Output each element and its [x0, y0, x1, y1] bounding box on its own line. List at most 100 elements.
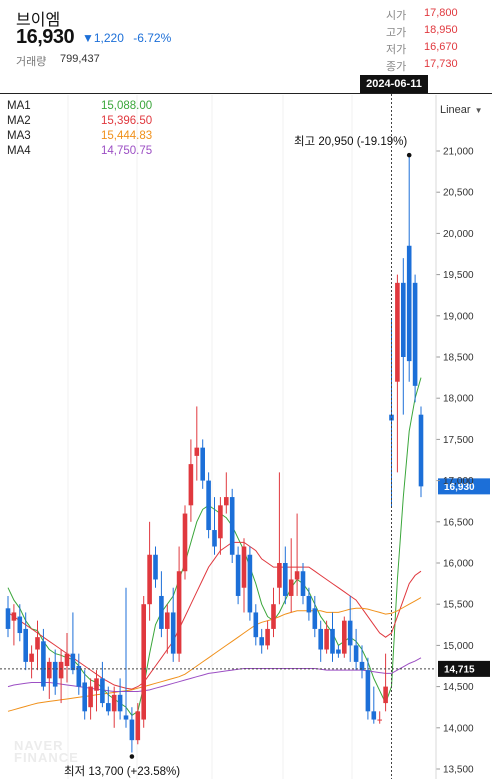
candle-body — [123, 715, 129, 720]
y-axis: 21,000 20,500 20,000 19,500 19,000 18,500 18,0… — [435, 95, 474, 779]
ma-legend-row: MA2 15,396.50 — [7, 115, 167, 130]
low-marker — [129, 754, 135, 759]
ma-line-ma4 — [7, 657, 422, 692]
candle-body — [324, 628, 329, 650]
candle-body — [359, 661, 365, 671]
chevron-down-icon: ▼ — [474, 106, 483, 115]
ma-legend-row: MA1 15,088.00 — [7, 100, 167, 115]
ohlc-low-label: 저가 — [386, 44, 407, 56]
candle-body — [365, 670, 371, 712]
ohlc-open: 시가 17,800 — [386, 7, 476, 24]
y-tick-label: 17,000 — [443, 476, 474, 487]
ma-legend-row: MA4 14,750.75 — [7, 145, 167, 160]
y-tick-label: 20,000 — [443, 229, 474, 240]
y-tick-label: 13,500 — [443, 765, 474, 776]
crosshair-price-label: 14,715 — [444, 664, 475, 675]
candle-body — [188, 464, 194, 506]
y-tick-label: 20,500 — [443, 188, 474, 199]
candle-body — [330, 628, 335, 654]
candle-body — [306, 595, 312, 613]
candle-body — [312, 608, 318, 629]
candle-body — [206, 480, 211, 531]
candle-body — [100, 678, 105, 704]
candle-body — [58, 661, 64, 679]
candle-body — [170, 612, 176, 654]
candle-body — [52, 661, 58, 687]
price-change: ▼1,220 -6.72% — [82, 31, 177, 45]
candle-body — [241, 546, 247, 588]
candle-body — [235, 554, 241, 596]
candle-body — [265, 628, 270, 646]
candle-body — [395, 282, 400, 382]
candle-body — [371, 711, 377, 720]
y-tick-label: 21,000 — [443, 147, 474, 158]
current-price: 16,930 — [16, 26, 75, 48]
candle-body — [135, 711, 141, 741]
candle-body — [88, 686, 93, 708]
y-tick-label: 18,500 — [443, 353, 474, 364]
last-price-badge — [438, 478, 490, 495]
candle-body — [194, 447, 200, 456]
ma-legend: MA1 15,088.00 MA2 15,396.50 MA3 15,444.8… — [7, 100, 167, 160]
ohlc-high-label: 고가 — [386, 27, 407, 39]
candle-body — [277, 563, 282, 588]
ma-value: 14,750.75 — [101, 145, 153, 157]
ma-value: 15,088.00 — [101, 100, 153, 112]
ma-name: MA2 — [7, 115, 31, 127]
grid-layer — [67, 95, 353, 779]
candle-body — [318, 628, 323, 650]
candle-body — [377, 719, 382, 721]
volume-label: 거래량 — [16, 56, 47, 68]
candle-body — [389, 414, 394, 421]
candle-body — [159, 595, 164, 629]
scale-toggle-button[interactable]: Linear ▼ — [440, 104, 483, 116]
candle-body — [271, 604, 276, 629]
stock-name: 브이엠 — [16, 12, 61, 29]
candle-body — [383, 686, 388, 704]
y-tick-label: 17,500 — [443, 435, 474, 446]
candle-body — [342, 620, 347, 654]
overlay-layer: 14,715 16,930 최고 20,950 (-19.19%) 최저 13,700… — [0, 94, 490, 779]
candle-body — [117, 694, 123, 712]
ohlc-open-label: 시가 — [386, 10, 407, 22]
ohlc-panel: 시가 17,800 고가 18,950 저가 16,670 종가 17,730 — [386, 7, 476, 75]
crosshair-date-badge: 2024-06-11 — [360, 75, 428, 93]
y-tick-label: 19,500 — [443, 270, 474, 281]
candle-body — [41, 641, 46, 687]
high-annotation: 최고 20,950 (-19.19%) — [294, 135, 407, 148]
candle-body — [5, 608, 11, 629]
ma-legend-row: MA3 15,444.83 — [7, 130, 167, 145]
ohlc-close: 종가 17,730 — [386, 58, 476, 75]
watermark-line-1: NAVER — [14, 738, 64, 753]
y-tick-label: 15,000 — [443, 641, 474, 652]
candle-body — [106, 703, 111, 712]
candle-body — [401, 282, 406, 357]
ohlc-close-label: 종가 — [386, 61, 407, 73]
candle-body — [35, 637, 40, 650]
naver-finance-watermark: NAVER FINANCE — [14, 738, 79, 764]
candle-body — [406, 245, 412, 362]
candle-body — [283, 563, 288, 596]
ma-name: MA1 — [7, 100, 31, 112]
candle-body — [212, 530, 217, 547]
candle-body — [336, 649, 341, 654]
candle-body — [165, 612, 170, 629]
y-tick-label: 15,500 — [443, 600, 474, 611]
candle-body — [153, 554, 158, 580]
candle-body — [94, 678, 99, 691]
y-tick-label: 14,500 — [443, 682, 474, 693]
scale-toggle-label: Linear — [440, 104, 471, 116]
ma-value: 15,396.50 — [101, 115, 153, 127]
stock-header: 브이엠 16,930 ▼1,220 -6.72% 거래량 799,437 시가 … — [0, 0, 492, 92]
candle-body — [70, 653, 76, 671]
candle-body — [224, 497, 229, 506]
ohlc-close-value: 17,730 — [424, 58, 458, 70]
candle-body — [288, 579, 294, 596]
candle-body — [111, 694, 117, 712]
candle-body — [418, 414, 424, 487]
ma-value: 15,444.83 — [101, 130, 153, 142]
ma-name: MA3 — [7, 130, 31, 142]
candle-body — [182, 513, 188, 572]
candle-body — [218, 505, 223, 539]
